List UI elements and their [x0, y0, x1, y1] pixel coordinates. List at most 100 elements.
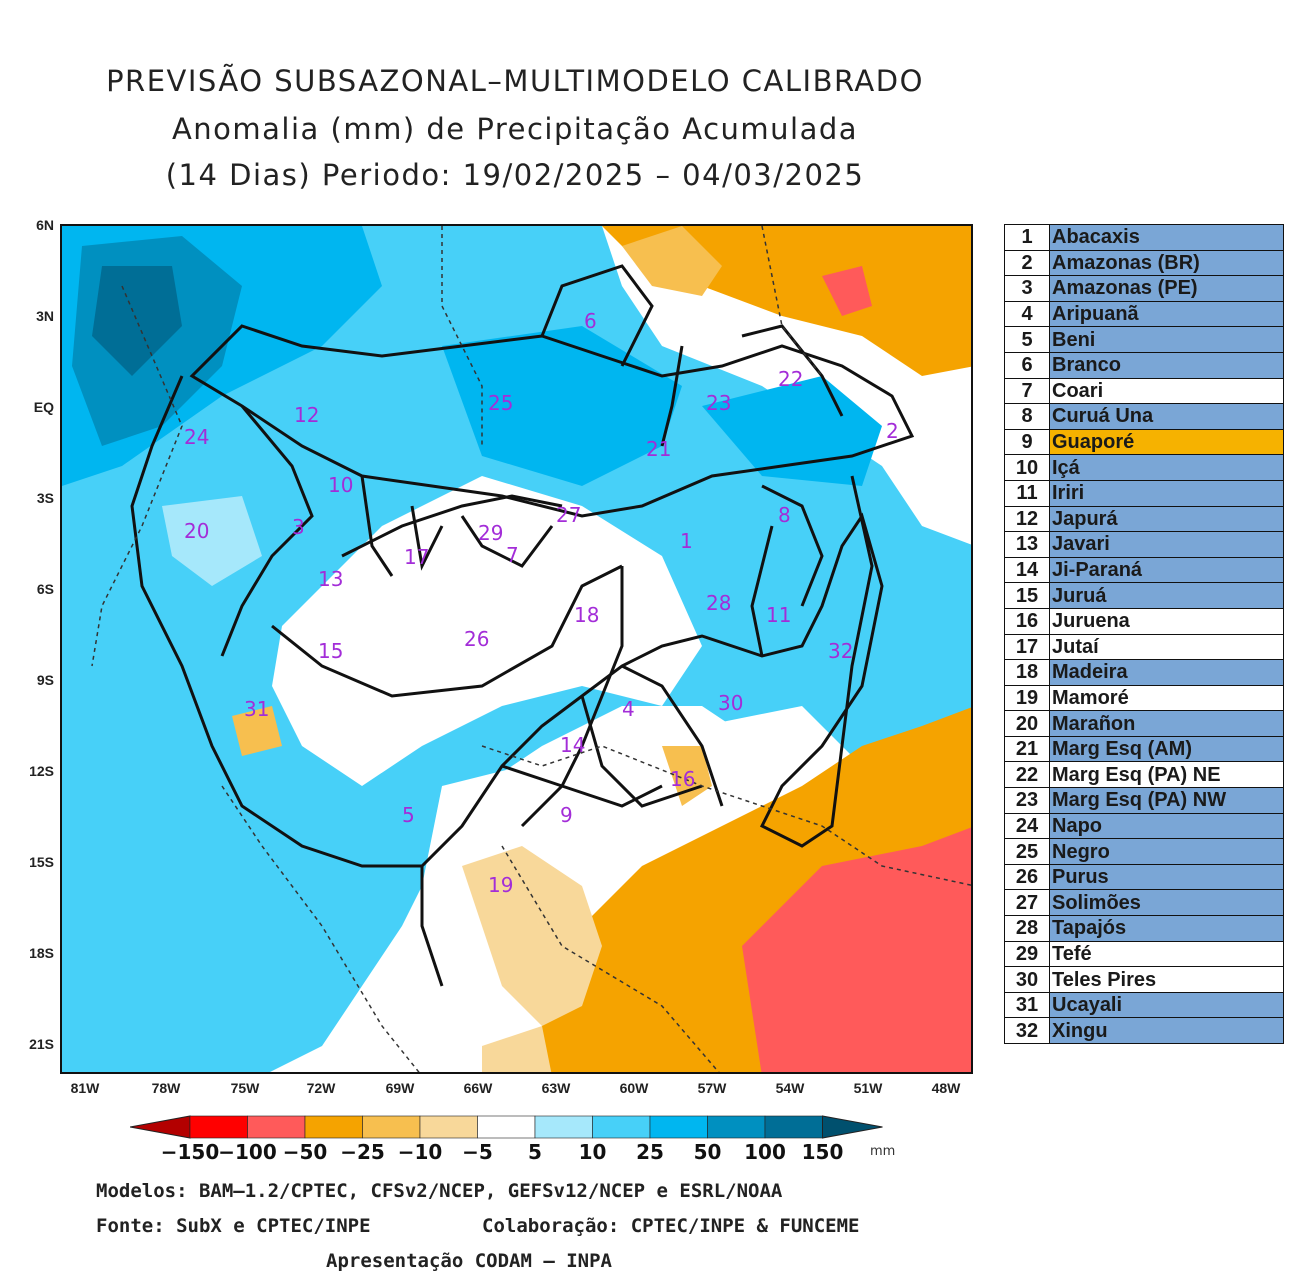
colorbar-label: 150 — [801, 1140, 844, 1164]
basin-label-18: 18 — [574, 603, 599, 627]
legend-row: 14 Ji-Paraná — [1004, 556, 1284, 584]
legend-row: 18 Madeira — [1004, 659, 1284, 686]
legend-row: 9 Guaporé — [1004, 428, 1284, 456]
legend-number: 31 — [1004, 991, 1050, 1019]
basin-label-14: 14 — [560, 733, 585, 757]
colorbar-label: 100 — [744, 1140, 786, 1164]
legend-basin-name: Juruá — [1049, 582, 1284, 609]
basin-label-26: 26 — [464, 627, 489, 651]
legend-number: 10 — [1004, 454, 1050, 481]
basin-boundaries — [130, 264, 915, 987]
legend-number: 32 — [1004, 1017, 1050, 1044]
map-period: (14 Dias) Periodo: 19/02/2025 – 04/03/20… — [165, 158, 865, 192]
legend-row: 24 Napo — [1004, 812, 1284, 840]
legend-basin-name: Branco — [1049, 351, 1284, 379]
legend-number: 11 — [1004, 479, 1050, 507]
legend-number: 21 — [1004, 735, 1050, 763]
x-tick-60w: 60W — [619, 1080, 649, 1096]
map-subtitle: Anomalia (mm) de Precipitação Acumulada — [171, 112, 859, 146]
basin-label-27: 27 — [556, 503, 581, 527]
footer-presentation: Apresentação CODAM – INPA — [326, 1250, 612, 1272]
colorbar-segment — [362, 1115, 421, 1139]
x-tick-66w: 66W — [463, 1080, 493, 1096]
colorbar-label: −100 — [218, 1140, 277, 1164]
legend-basin-name: Marg Esq (PA) NE — [1049, 761, 1284, 789]
legend-basin-name: Japurá — [1049, 505, 1284, 533]
colorbar-segment — [304, 1115, 363, 1139]
legend-number: 27 — [1004, 889, 1050, 917]
basin-label-8: 8 — [778, 503, 791, 527]
legend-number: 24 — [1004, 812, 1050, 840]
legend-row: 31 Ucayali — [1004, 991, 1284, 1019]
legend-number: 6 — [1004, 351, 1050, 379]
legend-basin-name: Ucayali — [1049, 991, 1284, 1019]
footer-models: Modelos: BAM–1.2/CPTEC, CFSv2/NCEP, GEFS… — [96, 1180, 783, 1202]
neutral-area — [272, 476, 702, 786]
legend-row: 12 Japurá — [1004, 505, 1284, 533]
x-tick-48w: 48W — [931, 1080, 961, 1096]
colorbar-max-arrow — [822, 1115, 883, 1139]
colorbar-segment — [707, 1115, 766, 1139]
basin-label-20: 20 — [184, 519, 209, 543]
legend-basin-name: Tefé — [1049, 940, 1284, 968]
basin-label-31: 31 — [244, 697, 269, 721]
legend-basin-name: Amazonas (PE) — [1049, 275, 1284, 302]
legend-row: 15 Juruá — [1004, 582, 1284, 609]
legend-basin-name: Madeira — [1049, 659, 1284, 686]
basin-label-24: 24 — [184, 425, 209, 449]
legend-row: 30 Teles Pires — [1004, 966, 1284, 993]
legend-row: 1 Abacaxis — [1004, 224, 1284, 251]
legend-row: 11 Iriri — [1004, 479, 1284, 507]
legend-basin-name: Marg Esq (AM) — [1049, 735, 1284, 763]
legend-basin-name: Abacaxis — [1049, 224, 1284, 251]
legend-number: 14 — [1004, 556, 1050, 584]
legend-row: 16 Juruena — [1004, 607, 1284, 635]
legend-basin-name: Içá — [1049, 454, 1284, 481]
basin-label-4: 4 — [622, 697, 635, 721]
basin-label-6: 6 — [584, 309, 597, 333]
y-tick-6s: 6S — [36, 581, 54, 597]
colorbar — [130, 1115, 883, 1139]
colorbar-segment — [189, 1115, 248, 1139]
legend-number: 23 — [1004, 787, 1050, 814]
legend-basin-name: Purus — [1049, 863, 1284, 891]
colorbar-label: 5 — [528, 1140, 542, 1164]
map-title: PREVISÃO SUBSAZONAL–MULTIMODELO CALIBRAD… — [106, 64, 924, 98]
y-tick-3s: 3S — [36, 490, 54, 506]
basin-label-7: 7 — [506, 543, 519, 567]
legend-basin-name: Beni — [1049, 326, 1284, 353]
legend-row: 19 Mamoré — [1004, 684, 1284, 712]
basin-label-17: 17 — [404, 545, 429, 569]
basin-label-15: 15 — [318, 639, 343, 663]
legend-number: 30 — [1004, 966, 1050, 993]
legend-number: 19 — [1004, 684, 1050, 712]
y-tick-18s: 18S — [29, 945, 54, 961]
x-tick-69w: 69W — [385, 1080, 415, 1096]
precipitation-anomaly-map: 1 2 3 4 5 6 7 8 9 10 11 12 13 14 15 16 1… — [60, 224, 973, 1074]
y-tick-eq: EQ — [33, 399, 54, 415]
legend-basin-name: Jutaí — [1049, 633, 1284, 661]
colorbar-min-arrow — [130, 1115, 191, 1139]
legend-row: 7 Coari — [1004, 377, 1284, 405]
legend-row: 6 Branco — [1004, 351, 1284, 379]
legend-row: 17 Jutaí — [1004, 633, 1284, 661]
legend-number: 8 — [1004, 403, 1050, 430]
x-tick-75w: 75W — [230, 1080, 260, 1096]
legend-number: 2 — [1004, 249, 1050, 277]
y-tick-21s: 21S — [29, 1036, 54, 1052]
legend-number: 26 — [1004, 863, 1050, 891]
y-tick-9s: 9S — [36, 672, 54, 688]
legend-row: 27 Solimões — [1004, 889, 1284, 917]
legend-row: 4 Aripuanã — [1004, 300, 1284, 328]
colorbar-segment — [477, 1115, 536, 1139]
legend-number: 17 — [1004, 633, 1050, 661]
legend-row: 32 Xingu — [1004, 1017, 1284, 1044]
colorbar-segment — [534, 1115, 593, 1139]
map-canvas: 1 2 3 4 5 6 7 8 9 10 11 12 13 14 15 16 1… — [62, 226, 971, 1072]
legend-row: 28 Tapajós — [1004, 915, 1284, 942]
legend-number: 4 — [1004, 300, 1050, 328]
legend-basin-name: Mamoré — [1049, 684, 1284, 712]
colorbar-label: −50 — [282, 1140, 328, 1164]
colorbar-label: 50 — [693, 1140, 722, 1164]
basin-label-1: 1 — [680, 529, 693, 553]
